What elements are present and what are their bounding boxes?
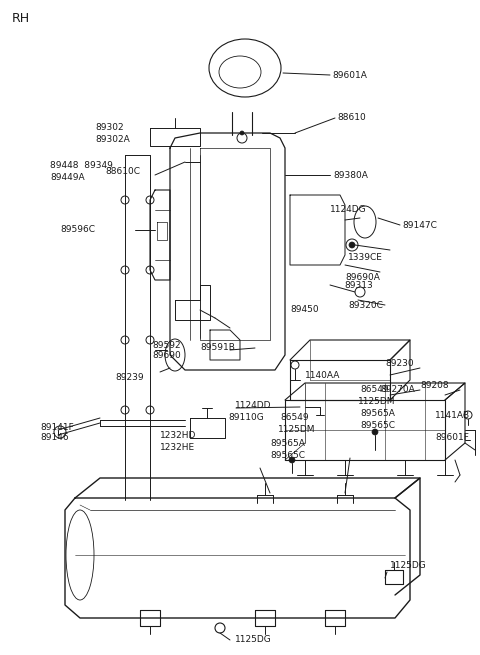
Text: 1125DM: 1125DM [358,398,396,407]
Text: 89591B: 89591B [200,343,235,352]
Text: 89208: 89208 [420,381,449,390]
Text: 1232HD: 1232HD [160,430,196,440]
Text: 89110G: 89110G [228,413,264,422]
Text: 89601A: 89601A [332,71,367,79]
Text: 1125DG: 1125DG [235,635,272,645]
Circle shape [121,336,129,344]
Text: RH: RH [12,12,30,24]
Text: 88610C: 88610C [105,168,140,176]
Text: 89380A: 89380A [333,170,368,179]
Text: 89147C: 89147C [402,221,437,229]
Text: 89690A: 89690A [345,274,380,282]
Text: 89313: 89313 [344,280,373,290]
Text: 89449A: 89449A [50,172,84,181]
Text: 89302A: 89302A [95,136,130,145]
Text: 1141AB: 1141AB [435,411,470,419]
Text: 1140AA: 1140AA [305,371,340,379]
Text: 89448  89349: 89448 89349 [50,160,113,170]
Text: 89596C: 89596C [60,225,95,234]
Circle shape [121,406,129,414]
Text: 1232HE: 1232HE [160,443,195,451]
Text: 86549: 86549 [280,413,309,422]
Text: 89565C: 89565C [360,422,395,430]
Text: 1124DG: 1124DG [330,206,367,214]
Text: 89565A: 89565A [270,438,305,447]
Circle shape [121,196,129,204]
Text: 1125DM: 1125DM [278,426,315,434]
Text: 88610: 88610 [337,113,366,122]
Circle shape [121,266,129,274]
Circle shape [146,266,154,274]
Text: 89565A: 89565A [360,409,395,419]
Text: 86549: 86549 [360,386,389,394]
Text: 89230: 89230 [385,358,414,367]
Circle shape [146,196,154,204]
Text: 89690: 89690 [152,352,181,360]
Text: 1124DD: 1124DD [235,400,272,409]
Text: 89450: 89450 [290,305,319,314]
Text: 89146: 89146 [40,434,69,443]
Text: 89270A: 89270A [380,386,415,394]
Text: 89239: 89239 [115,373,144,383]
Circle shape [372,429,378,435]
Text: 89592: 89592 [152,341,180,350]
Circle shape [146,406,154,414]
Circle shape [349,242,355,248]
Text: 89320C: 89320C [348,301,383,310]
Circle shape [146,336,154,344]
Text: 1125DG: 1125DG [390,561,427,569]
Text: 1339CE: 1339CE [348,253,383,263]
Circle shape [289,457,295,463]
Circle shape [240,131,244,135]
Text: 89565C: 89565C [270,451,305,460]
Text: 89302: 89302 [95,124,124,132]
Text: 89601F: 89601F [435,434,469,443]
Text: 89141F: 89141F [40,422,74,432]
